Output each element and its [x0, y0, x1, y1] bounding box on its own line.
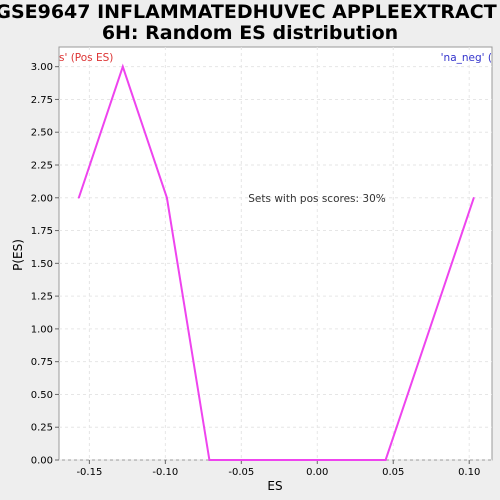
x-tick-label: 0.00 — [306, 467, 328, 478]
series-point — [166, 197, 168, 199]
y-tick-label: 0.50 — [31, 390, 53, 401]
y-tick-label: 1.75 — [31, 226, 53, 237]
plot-area — [59, 47, 492, 460]
y-tick-label: 2.50 — [31, 128, 53, 139]
series-point — [122, 66, 124, 68]
y-tick-label: 1.00 — [31, 324, 53, 335]
y-tick-label: 2.00 — [31, 193, 53, 204]
series-point — [385, 459, 387, 461]
y-tick-label: 0.75 — [31, 357, 53, 368]
y-axis-label: P(ES) — [11, 239, 25, 271]
series-point — [341, 459, 343, 461]
y-tick-label: 0.25 — [31, 423, 53, 434]
y-tick-label: 2.25 — [31, 161, 53, 172]
series-point — [78, 197, 80, 199]
y-tick-label: 0.00 — [31, 456, 53, 467]
series-point — [253, 459, 255, 461]
x-tick-label: -0.05 — [228, 467, 254, 478]
y-tick-label: 3.00 — [31, 62, 53, 73]
corner-label-right: 'na_neg' ( — [441, 52, 492, 64]
corner-label-left: s' (Pos ES) — [59, 52, 113, 64]
x-tick-label: -0.10 — [152, 467, 178, 478]
y-tick-label: 2.75 — [31, 95, 53, 106]
y-tick-label: 1.25 — [31, 292, 53, 303]
x-tick-label: -0.15 — [76, 467, 102, 478]
x-axis-label: ES — [267, 479, 282, 493]
series-point — [209, 459, 211, 461]
series-point — [297, 459, 299, 461]
series-point — [429, 328, 431, 330]
x-tick-label: 0.05 — [382, 467, 404, 478]
chart-title-line-2: 6H: Random ES distribution — [102, 22, 398, 44]
pos-scores-annotation: Sets with pos scores: 30% — [248, 193, 385, 205]
x-tick-label: 0.10 — [458, 467, 480, 478]
y-tick-label: 1.50 — [31, 259, 53, 270]
chart-title-line-1: GSE9647 INFLAMMATEDHUVEC APPLEEXTRACT — [0, 1, 497, 23]
series-point — [473, 197, 475, 199]
